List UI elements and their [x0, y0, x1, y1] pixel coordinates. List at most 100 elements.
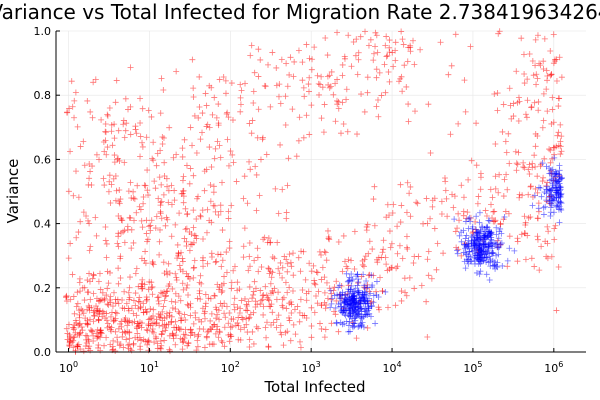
blue-series-point — [484, 233, 491, 240]
red-series-point — [249, 328, 256, 335]
red-series-point — [547, 147, 554, 154]
blue-series-point — [473, 226, 480, 233]
red-series-point — [289, 106, 296, 113]
red-series-point — [146, 278, 153, 285]
red-series-point — [139, 224, 146, 231]
red-series-point — [318, 73, 325, 80]
red-series-point — [284, 182, 291, 189]
red-series-point — [282, 329, 289, 336]
red-series-point — [299, 286, 306, 293]
red-series-point — [165, 187, 172, 194]
red-series-point — [277, 322, 284, 329]
y-tick-label: 0.2 — [34, 282, 52, 295]
red-series-point — [214, 311, 221, 318]
red-series-point — [163, 314, 170, 321]
red-series-point — [82, 343, 89, 350]
red-series-point — [277, 259, 284, 266]
blue-series-point — [498, 240, 505, 247]
red-series-point — [74, 123, 81, 130]
red-series-point — [130, 239, 137, 246]
red-series-point — [452, 228, 459, 235]
red-series-point — [207, 295, 214, 302]
red-series-point — [102, 129, 109, 136]
red-series-point — [259, 296, 266, 303]
red-series-point — [384, 304, 391, 311]
red-series-point — [376, 306, 383, 313]
red-series-point — [352, 52, 359, 59]
red-series-point — [262, 324, 269, 331]
red-series-point — [520, 164, 527, 171]
red-series-point — [112, 300, 119, 307]
red-series-point — [145, 286, 152, 293]
red-series-point — [228, 279, 235, 286]
red-series-point — [218, 337, 225, 344]
red-series-point — [132, 270, 139, 277]
red-series-point — [75, 229, 82, 236]
red-series-point — [72, 89, 79, 96]
red-series-point — [75, 341, 82, 348]
red-series-point — [132, 290, 139, 297]
blue-series-point — [454, 247, 461, 254]
red-series-point — [386, 49, 393, 56]
red-series-point — [143, 217, 150, 224]
red-series-point — [138, 324, 145, 331]
x-tick-label: 104 — [383, 360, 402, 375]
red-series-point — [250, 99, 257, 106]
blue-series-point — [486, 228, 493, 235]
red-series-point — [541, 35, 548, 42]
red-series-point — [384, 52, 391, 59]
x-tick-exponent: 4 — [397, 360, 402, 369]
red-series-point — [77, 329, 84, 336]
red-series-point — [280, 342, 287, 349]
y-tick-label: 0.4 — [34, 218, 52, 231]
red-series-point — [390, 63, 397, 70]
red-series-point — [532, 36, 539, 43]
red-series-point — [143, 297, 150, 304]
red-series-point — [314, 72, 321, 79]
red-series-point — [103, 254, 110, 261]
red-series-point — [555, 129, 562, 136]
red-series-point — [224, 109, 231, 116]
red-series-point — [172, 318, 179, 325]
red-series-point — [87, 296, 94, 303]
red-series-point — [375, 113, 382, 120]
red-series-point — [521, 213, 528, 220]
red-series-point — [76, 320, 83, 327]
red-series-point — [354, 131, 361, 138]
red-series-point — [305, 81, 312, 88]
red-series-point — [179, 188, 186, 195]
red-series-point — [400, 41, 407, 48]
red-series-point — [527, 183, 534, 190]
blue-series-point — [554, 203, 561, 210]
red-series-point — [180, 338, 187, 345]
red-series-point — [494, 90, 501, 97]
blue-series-point — [355, 289, 362, 296]
blue-series-point — [546, 194, 553, 201]
red-series-point — [250, 88, 257, 95]
red-series-point — [125, 188, 132, 195]
blue-series-point — [451, 216, 458, 223]
red-series-point — [403, 244, 410, 251]
red-series-point — [354, 71, 361, 78]
red-series-point — [209, 341, 216, 348]
x-tick-exponent: 1 — [154, 360, 159, 369]
red-series-point — [319, 264, 326, 271]
red-series-point — [184, 281, 191, 288]
red-series-point — [168, 233, 175, 240]
red-series-point — [364, 324, 371, 331]
red-series-point — [340, 121, 347, 128]
red-series-point — [306, 55, 313, 62]
red-series-point — [285, 155, 292, 162]
red-series-point — [172, 299, 179, 306]
blue-series-point — [497, 241, 504, 248]
red-series-point — [177, 326, 184, 333]
red-series-point — [207, 182, 214, 189]
red-series-point — [81, 297, 88, 304]
red-series-point — [373, 32, 380, 39]
red-series-point — [558, 133, 565, 140]
red-series-point — [150, 139, 157, 146]
red-series-point — [241, 173, 248, 180]
red-series-point — [255, 46, 262, 53]
red-series-point — [76, 311, 83, 318]
blue-series-point — [476, 219, 483, 226]
